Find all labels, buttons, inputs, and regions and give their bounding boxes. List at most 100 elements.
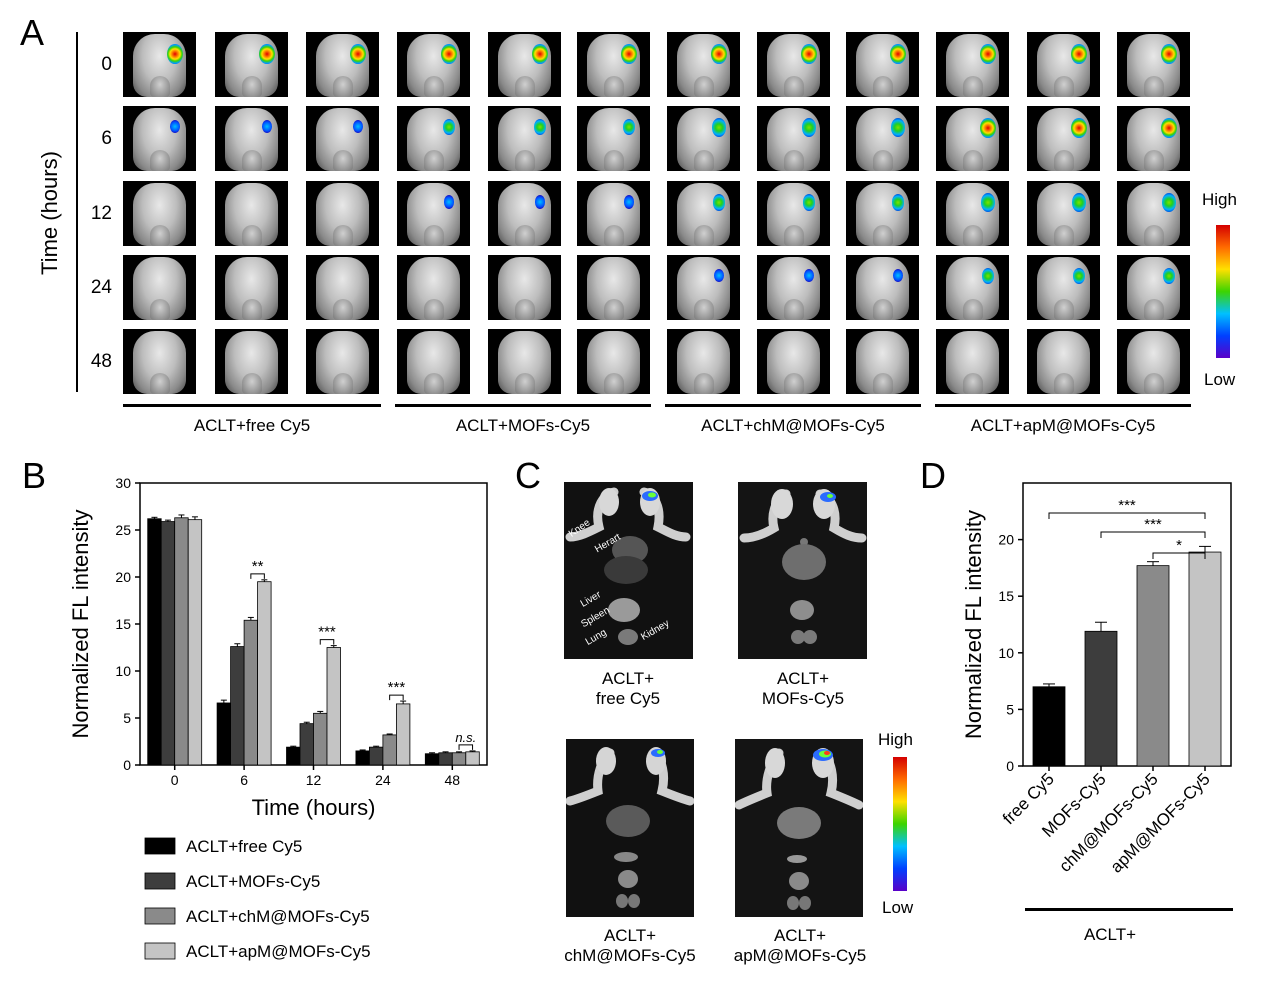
fluorescence-image-tile — [1027, 329, 1100, 394]
chart-b-sig-bracket — [389, 694, 404, 701]
chart-b-bar — [160, 521, 176, 766]
chart-b-bar — [465, 751, 480, 766]
chart-b-bar — [187, 519, 203, 766]
chart-b-bar — [382, 734, 397, 766]
fluorescence-image-tile — [123, 32, 196, 97]
fluorescence-image-tile — [667, 32, 740, 97]
fluorescence-image-tile — [1117, 32, 1190, 97]
fluorescence-image-tile — [577, 32, 650, 97]
fluorescence-image-tile — [397, 329, 470, 394]
group-underline — [123, 404, 381, 407]
group-label: ACLT+chM@MOFs-Cy5 — [701, 416, 885, 435]
fluorescence-image-tile — [397, 181, 470, 246]
chart-d-bar — [1136, 565, 1170, 767]
panel-d-letter: D — [920, 455, 946, 496]
fluorescence-image-tile — [936, 329, 1009, 394]
fluorescence-image-tile — [757, 32, 830, 97]
fluorescence-image-tile — [577, 106, 650, 171]
chart-b-xtick-label: 0 — [171, 772, 179, 788]
chart-b-bar — [216, 702, 232, 766]
colorbar-c — [893, 757, 907, 891]
fluorescence-image-tile — [757, 329, 830, 394]
fluorescence-image-tile — [1027, 255, 1100, 320]
fluorescence-image-tile — [215, 181, 288, 246]
fluorescence-image-tile — [215, 329, 288, 394]
chart-b-ytick-label: 20 — [115, 569, 131, 585]
chart-b-sig-label: *** — [388, 679, 406, 696]
chart-d-ytick-label: 10 — [998, 645, 1014, 661]
chart-d-ytick-label: 15 — [998, 588, 1014, 604]
fluorescence-image-tile — [123, 255, 196, 320]
fluorescence-image-tile — [123, 181, 196, 246]
chart-d-frame — [1022, 482, 1232, 767]
time-label: 12 — [90, 203, 112, 224]
fluorescence-image-tile — [846, 255, 919, 320]
colorbar-a-low: Low — [1204, 370, 1236, 389]
chart-b-bar — [147, 518, 162, 766]
fluorescence-image-tile — [1117, 255, 1190, 320]
chart-d-bar — [1084, 630, 1118, 767]
chart-d-sig-label: * — [1176, 537, 1182, 554]
colorbar-a-high: High — [1202, 190, 1237, 209]
fluorescence-image-tile — [1027, 106, 1100, 171]
chart-b-xlabel: Time (hours) — [252, 795, 376, 820]
organ-image-mofs-cy5 — [738, 482, 867, 659]
time-label: 48 — [90, 351, 112, 372]
fluorescence-image-tile — [397, 106, 470, 171]
fluorescence-image-tile — [667, 106, 740, 171]
chart-b-legend-swatch — [144, 837, 176, 855]
fluorescence-image-tile — [215, 255, 288, 320]
fluorescence-image-tile — [488, 329, 561, 394]
caption-c-1-line1: ACLT+ — [601, 669, 655, 688]
caption-c-4-line2: apM@MOFs-Cy5 — [733, 946, 867, 965]
chart-d-bar — [1032, 686, 1066, 767]
fluorescence-image-tile — [577, 329, 650, 394]
chart-b-bar — [299, 723, 314, 766]
chart-b-xtick-label: 48 — [445, 772, 461, 788]
chart-b-xtick-label: 12 — [306, 772, 322, 788]
organ-image-chm-mofs-cy5 — [566, 739, 694, 917]
fluorescence-image-tile — [577, 181, 650, 246]
chart-b-bar — [313, 712, 328, 766]
panel-b-letter: B — [22, 455, 47, 496]
chart-b-legend-label: ACLT+apM@MOFs-Cy5 — [186, 942, 371, 961]
chart-b-sig-bracket — [458, 744, 474, 750]
chart-b-bar — [326, 647, 341, 766]
chart-b-sig-label: ** — [252, 558, 264, 575]
chart-d-sig-bracket — [1100, 531, 1206, 538]
caption-c-3-line1: ACLT+ — [603, 926, 657, 945]
fluorescence-image-tile — [488, 106, 561, 171]
fluorescence-image-tile — [306, 181, 379, 246]
fluorescence-image-tile — [123, 106, 196, 171]
chart-d-ylabel: Normalized FL intensity — [961, 510, 986, 739]
chart-b-bar — [368, 746, 384, 766]
chart-b-legend-label: ACLT+free Cy5 — [186, 837, 302, 856]
fluorescence-image-tile — [757, 106, 830, 171]
chart-b-ytick-label: 5 — [123, 710, 131, 726]
chart-b-sig-label: n.s. — [455, 730, 476, 745]
group-label: ACLT+MOFs-Cy5 — [455, 416, 591, 435]
chart-b-ytick-label: 0 — [123, 757, 131, 773]
fluorescence-image-tile — [1117, 181, 1190, 246]
chart-d-sig-label: *** — [1118, 497, 1136, 514]
fluorescence-image-tile — [488, 32, 561, 97]
fluorescence-image-tile — [215, 106, 288, 171]
time-label: 6 — [101, 128, 112, 149]
chart-b-bar — [451, 752, 467, 766]
chart-d-sig-bracket — [1152, 552, 1206, 559]
chart-b-bar — [243, 619, 259, 766]
chart-b-bar — [438, 752, 453, 766]
chart-b-xtick-label: 6 — [240, 772, 248, 788]
colorbar-c-high: High — [878, 730, 913, 749]
group-label: ACLT+free Cy5 — [193, 416, 311, 435]
chart-b-legend-swatch — [144, 872, 176, 890]
fluorescence-image-tile — [306, 106, 379, 171]
fluorescence-image-tile — [123, 329, 196, 394]
fluorescence-image-tile — [846, 181, 919, 246]
caption-c-2-line2: MOFs-Cy5 — [761, 689, 845, 708]
chart-d-bar — [1188, 551, 1222, 767]
fluorescence-image-tile — [667, 329, 740, 394]
fluorescence-image-tile — [215, 32, 288, 97]
chart-b-sig-bracket — [250, 573, 265, 579]
chart-d-ytick-label: 0 — [1006, 758, 1014, 774]
